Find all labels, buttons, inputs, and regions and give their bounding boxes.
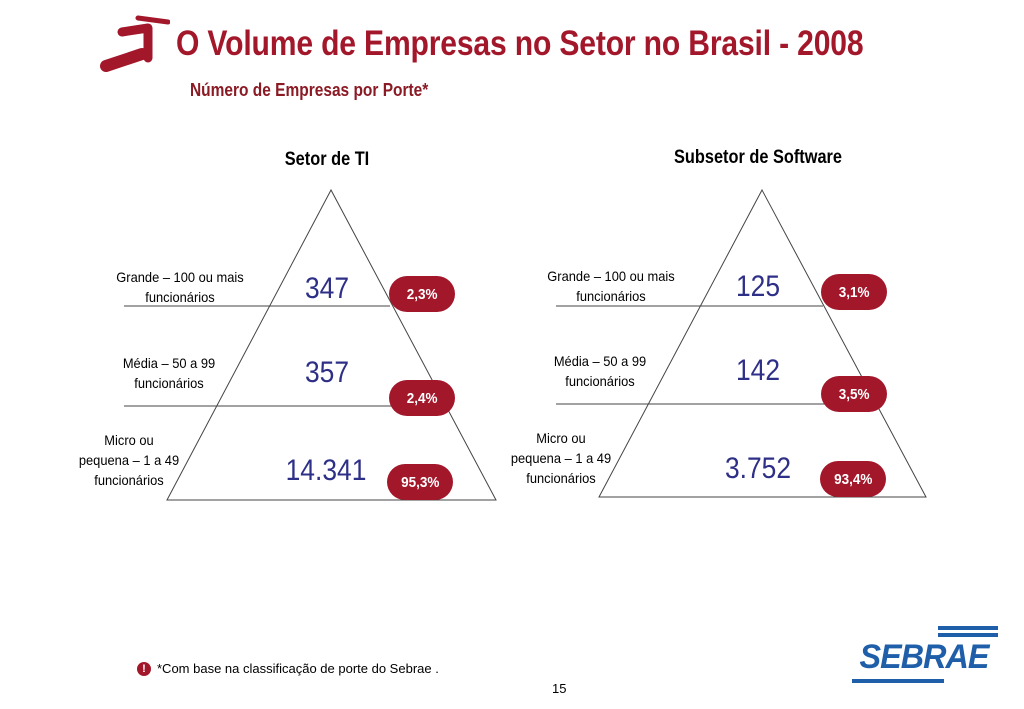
pyramid-ti-title: Setor de TI bbox=[284, 149, 370, 170]
page-number: 15 bbox=[552, 681, 567, 696]
share-badge-micro-ti: 95,3% bbox=[387, 464, 453, 500]
pyramid-ti-shape bbox=[124, 188, 497, 501]
count-micro-software: 3.752 bbox=[724, 452, 792, 485]
exclamation-icon: ! bbox=[137, 661, 151, 676]
level-label-media-software: Média – 50 a 99 funcionários bbox=[553, 353, 647, 389]
share-badge-micro-software: 93,4% bbox=[820, 461, 886, 497]
footnote-text: *Com base na classificação de porte do S… bbox=[157, 661, 439, 676]
count-grande-ti: 347 bbox=[304, 272, 350, 305]
count-micro-ti: 14.341 bbox=[285, 454, 367, 487]
count-grande-software: 125 bbox=[735, 270, 781, 303]
count-media-software: 142 bbox=[735, 354, 781, 387]
pyramid-software-shape bbox=[556, 188, 927, 498]
page-subtitle: Número de Empresas por Porte* bbox=[190, 80, 429, 100]
page-title: O Volume de Empresas no Setor no Brasil … bbox=[176, 24, 864, 63]
share-badge-media-software: 3,5% bbox=[821, 376, 887, 412]
sebrae-logo-text: SEBRAE bbox=[859, 638, 990, 676]
share-badge-media-ti: 2,4% bbox=[389, 380, 455, 416]
share-badge-grande-ti: 2,3% bbox=[389, 276, 455, 312]
level-label-media-ti: Média – 50 a 99 funcionários bbox=[122, 355, 216, 391]
level-label-micro-software: Micro ou pequena – 1 a 49 funcionários bbox=[510, 430, 612, 486]
footnote: ! *Com base na classificação de porte do… bbox=[137, 661, 439, 676]
level-label-micro-ti: Micro ou pequena – 1 a 49 funcionários bbox=[78, 432, 180, 488]
arrow-logo-icon bbox=[100, 15, 170, 72]
share-badge-grande-software: 3,1% bbox=[821, 274, 887, 310]
count-media-ti: 357 bbox=[304, 356, 350, 389]
level-label-grande-ti: Grande – 100 ou mais funcionários bbox=[116, 269, 244, 305]
sebrae-logo: SEBRAE bbox=[846, 624, 1002, 686]
level-label-grande-software: Grande – 100 ou mais funcionários bbox=[547, 268, 675, 304]
pyramid-software-title: Subsetor de Software bbox=[674, 147, 842, 168]
